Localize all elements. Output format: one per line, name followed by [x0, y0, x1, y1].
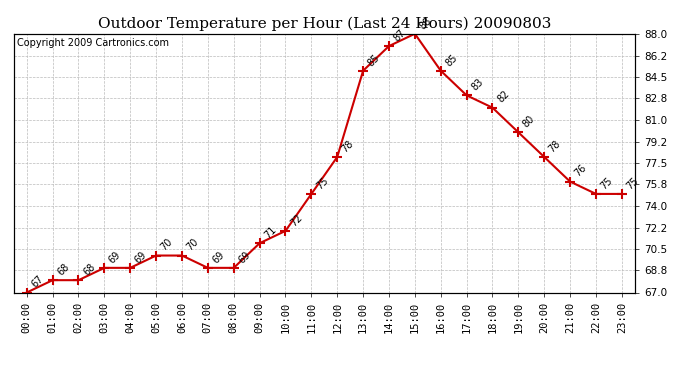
Text: 80: 80: [521, 114, 537, 129]
Text: 78: 78: [547, 138, 563, 154]
Text: 75: 75: [599, 175, 615, 191]
Text: 85: 85: [444, 52, 460, 68]
Text: 71: 71: [262, 225, 278, 240]
Text: 78: 78: [340, 138, 356, 154]
Text: 68: 68: [81, 262, 97, 278]
Text: 83: 83: [469, 77, 485, 93]
Text: 69: 69: [107, 249, 123, 265]
Text: 85: 85: [366, 52, 382, 68]
Text: 75: 75: [624, 175, 640, 191]
Text: 68: 68: [55, 262, 71, 278]
Text: 70: 70: [185, 237, 201, 253]
Text: 67: 67: [30, 274, 46, 290]
Title: Outdoor Temperature per Hour (Last 24 Hours) 20090803: Outdoor Temperature per Hour (Last 24 Ho…: [97, 17, 551, 31]
Text: 70: 70: [159, 237, 175, 253]
Text: 69: 69: [210, 249, 226, 265]
Text: 75: 75: [314, 175, 330, 191]
Text: 76: 76: [573, 163, 589, 179]
Text: 88: 88: [417, 15, 433, 31]
Text: 82: 82: [495, 89, 511, 105]
Text: 69: 69: [133, 249, 149, 265]
Text: Copyright 2009 Cartronics.com: Copyright 2009 Cartronics.com: [17, 38, 169, 48]
Text: 72: 72: [288, 212, 304, 228]
Text: 69: 69: [237, 249, 253, 265]
Text: 87: 87: [392, 27, 408, 43]
